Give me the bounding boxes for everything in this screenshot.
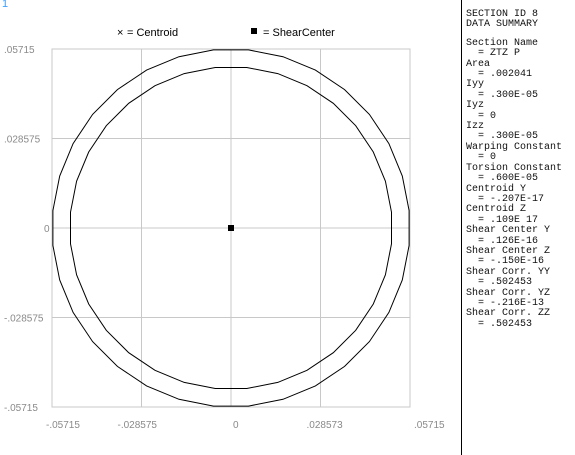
summary-value: = -.216E-13: [466, 297, 545, 309]
x-tick-label: 0: [233, 420, 239, 431]
legend-centroid-label: = Centroid: [127, 27, 178, 39]
summary-value: = .300E-05: [466, 89, 539, 101]
summary-title-1: SECTION ID 8: [466, 9, 539, 20]
section-plot-svg: .05715 .028575 0 -.028575 -.05715 -.05715 -.02…: [4, 27, 445, 431]
x-tick-label: .05715: [414, 420, 445, 431]
summary-value: = 0: [466, 152, 497, 164]
summary-label: Warping Constant: [466, 141, 563, 153]
summary-title-2: DATA SUMMARY: [466, 19, 539, 31]
summary-label: Izz: [466, 121, 485, 133]
plot-area: 1 .05715 .028575 0 -.028575 -.05715 -.05715 -.…: [0, 0, 462, 455]
x-tick-label: -.05715: [46, 420, 80, 431]
legend-shear-label: = ShearCenter: [263, 27, 335, 39]
summary-label: Centroid Y: [466, 183, 527, 195]
legend-centroid-symbol: ×: [117, 27, 123, 39]
summary-value: = .002041: [466, 69, 533, 81]
summary-value: = .126E-16: [466, 235, 539, 247]
summary-value: = .109E 17: [466, 214, 539, 226]
summary-label: Shear Corr. YZ: [466, 287, 551, 299]
summary-label: Shear Corr. YY: [466, 266, 551, 278]
summary-value: = 0: [466, 110, 497, 122]
y-tick-label: 0: [44, 224, 50, 235]
data-summary-panel: SECTION ID 8 DATA SUMMARY Section Name =…: [466, 9, 574, 330]
x-tick-label: -.028575: [118, 420, 158, 431]
summary-value: = .300E-05: [466, 131, 539, 143]
summary-label: Iyz: [466, 100, 485, 112]
x-tick-label: .028573: [307, 420, 344, 431]
summary-value: = -.150E-16: [466, 256, 545, 268]
section-inner-boundary: [70, 67, 392, 389]
summary-label: Shear Center Z: [466, 245, 551, 257]
summary-label: Area: [466, 58, 491, 70]
section-outer-boundary: [52, 49, 410, 407]
centroid-marker-b: [228, 225, 234, 231]
y-tick-label: -.028575: [4, 314, 44, 325]
summary-label: Iyy: [466, 79, 485, 91]
summary-value: = .502453: [466, 318, 533, 330]
summary-label: Centroid Z: [466, 204, 527, 216]
summary-label: Shear Corr. ZZ: [466, 308, 551, 320]
summary-value: = .502453: [466, 277, 533, 289]
summary-label: Section Name: [466, 37, 539, 49]
y-tick-label: -.05715: [4, 403, 38, 414]
y-tick-label: .028575: [4, 135, 41, 146]
y-tick-label: .05715: [4, 45, 35, 56]
summary-label: Shear Center Y: [466, 225, 551, 237]
summary-value: = -.207E-17: [466, 193, 545, 205]
summary-rows: Section Name = ZTZ P Area = .002041 Iyy = …: [466, 37, 574, 330]
legend-shear-symbol: [251, 28, 257, 34]
summary-value: = .600E-05: [466, 173, 539, 185]
summary-label: Torsion Constant: [466, 162, 563, 174]
window-number: 1: [2, 0, 9, 10]
summary-value: = ZTZ P: [466, 48, 521, 60]
